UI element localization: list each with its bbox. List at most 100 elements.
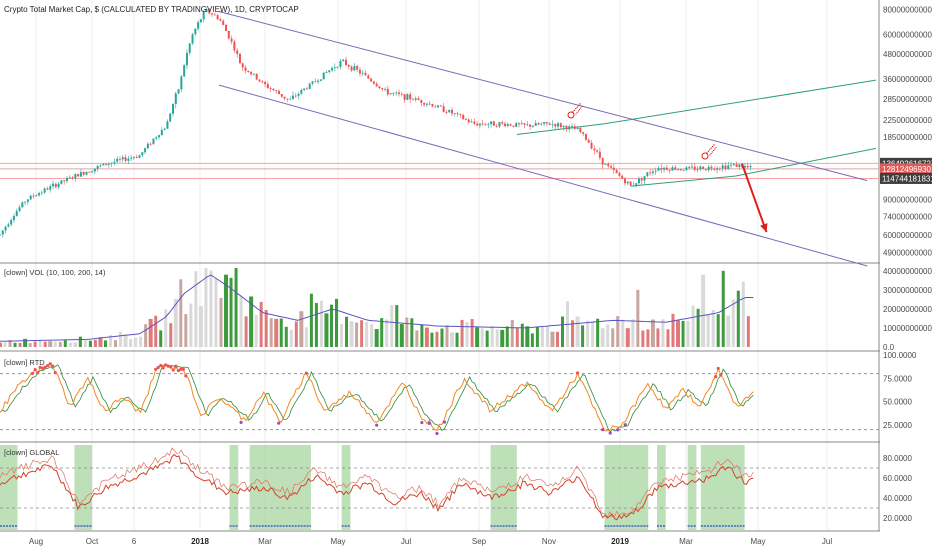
volume-bar <box>88 340 92 347</box>
candle <box>464 117 467 121</box>
candle <box>492 120 495 126</box>
candle <box>99 164 102 168</box>
candle <box>272 87 275 91</box>
rtd-overbought-marker <box>166 364 170 368</box>
volume-bar <box>575 316 580 347</box>
volume-bar <box>154 315 158 347</box>
candle <box>456 111 459 117</box>
rtd-signal-dot <box>608 431 612 435</box>
volume-bar <box>8 340 12 347</box>
candle <box>107 162 110 168</box>
global-primary-line <box>0 453 754 521</box>
clown-emoji-icon <box>701 144 717 160</box>
global-axis-tick-label: 20.0000 <box>883 514 912 523</box>
candle <box>635 183 638 188</box>
volume-bar <box>114 340 118 347</box>
volume-bar <box>355 322 359 347</box>
time-axis-tick-label: Oct <box>86 537 99 546</box>
volume-bar <box>119 331 123 347</box>
candle <box>331 66 334 72</box>
candle <box>512 125 515 128</box>
volume-bar <box>340 323 344 347</box>
candle <box>643 176 646 185</box>
volume-bar <box>385 319 389 347</box>
volume-bar <box>581 325 585 347</box>
candle <box>68 175 71 179</box>
candle <box>696 166 699 173</box>
volume-bar <box>23 338 28 347</box>
rtd-signal-dot <box>375 423 379 427</box>
candle <box>381 87 384 91</box>
volume-bar <box>540 326 544 347</box>
volume-bar <box>646 329 650 347</box>
candle <box>227 30 230 40</box>
candle <box>40 190 43 196</box>
candle <box>261 80 264 84</box>
candle <box>49 183 52 193</box>
time-axis-tick-label: Aug <box>29 537 43 546</box>
rtd-slow-line <box>0 364 754 433</box>
candle <box>163 127 166 131</box>
candle <box>138 154 141 158</box>
time-axis-tick-label: Jul <box>401 537 411 546</box>
volume-bar <box>349 321 354 347</box>
rtd-overbought-marker <box>575 371 580 375</box>
trend-line-lower[interactable] <box>630 147 877 187</box>
volume-bar <box>249 296 254 347</box>
candle <box>278 89 281 95</box>
time-axis[interactable]: Aug Oct 6 2018 Mar May Jul Sep Nov 2019 Mar May Jul <box>29 537 832 546</box>
volume-bar <box>289 329 293 347</box>
candle <box>88 171 91 173</box>
price-pane[interactable]: Crypto Total Market Cap, $ (CALCULATED B… <box>0 5 879 267</box>
trend-line-upper[interactable] <box>516 79 877 135</box>
volume-bar <box>139 336 143 347</box>
rtd-overbought-marker <box>36 371 40 375</box>
rtd-overbought-marker <box>161 366 165 370</box>
candle <box>18 205 21 212</box>
global-pane[interactable]: [clown] GLOBAL <box>0 445 879 530</box>
volume-bar <box>0 342 2 347</box>
volume-bar <box>460 319 464 347</box>
rtd-overbought-marker <box>46 363 50 368</box>
candle <box>495 123 498 128</box>
channel-lower-line[interactable] <box>218 84 868 267</box>
candle <box>29 194 32 201</box>
candle <box>403 93 406 103</box>
rtd-signal-dot <box>623 423 627 427</box>
candle <box>236 48 239 58</box>
candle <box>230 35 233 45</box>
volume-bar <box>726 315 731 347</box>
time-axis-tick-label: May <box>330 537 345 546</box>
volume-bar <box>123 334 128 347</box>
volume-bar <box>625 328 630 347</box>
candle <box>570 122 573 130</box>
candle <box>183 64 186 77</box>
candle <box>621 174 624 180</box>
volume-bar <box>58 341 62 347</box>
candle <box>629 181 632 186</box>
volume-axis-tick-label: 0.0 <box>883 343 895 352</box>
candle <box>82 171 85 177</box>
time-axis-tick-label: Mar <box>258 537 272 546</box>
channel-upper-line[interactable] <box>218 11 868 182</box>
candle <box>319 79 322 82</box>
volume-bar <box>676 320 681 347</box>
down-arrow-annotation[interactable] <box>741 163 768 233</box>
volume-pane[interactable]: [clown] VOL (10, 100, 200, 14) <box>0 267 754 347</box>
global-highlight-band <box>657 445 666 530</box>
volume-bar <box>741 281 745 347</box>
volume-bar <box>480 328 484 347</box>
candle <box>269 86 272 93</box>
candle <box>191 32 194 46</box>
candle <box>358 67 361 77</box>
candle <box>317 78 320 85</box>
candle <box>529 124 532 130</box>
price-badge: 128124969301 <box>880 163 932 175</box>
rtd-pane[interactable]: [clown] RTD <box>0 358 879 436</box>
price-axis[interactable]: 800000000000 600000000000 480000000000 3600… <box>880 5 932 258</box>
volume-bar <box>360 320 364 347</box>
candle <box>417 96 420 101</box>
candle <box>197 20 200 32</box>
candle <box>707 164 710 173</box>
